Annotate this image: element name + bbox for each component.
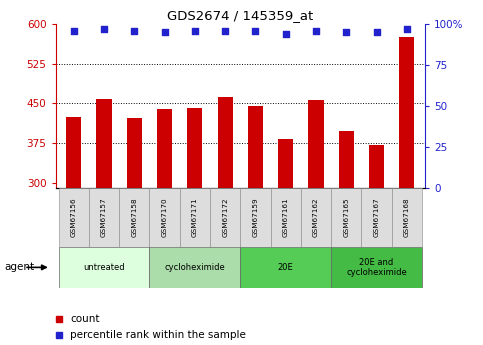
Point (342, 30, 350, 35)
Bar (369, 145, 384, 188)
Bar (58, 188, 89, 247)
Bar (331, 247, 422, 288)
Point (373, 30, 381, 35)
Text: agent: agent (5, 263, 35, 272)
Text: GSM67156: GSM67156 (71, 198, 77, 237)
Bar (58, 247, 149, 288)
Text: untreated: untreated (83, 263, 125, 272)
Text: cycloheximide: cycloheximide (165, 263, 225, 272)
Point (191, 28, 199, 33)
Bar (301, 188, 331, 247)
Text: 20E: 20E (278, 263, 294, 272)
Bar (180, 188, 210, 247)
Point (161, 30, 169, 35)
Point (130, 28, 138, 33)
Text: count: count (71, 314, 100, 324)
Bar (331, 188, 361, 247)
Bar (241, 188, 270, 247)
Text: GSM67167: GSM67167 (373, 198, 380, 237)
Text: GSM67162: GSM67162 (313, 198, 319, 237)
Point (221, 28, 229, 33)
Text: GSM67165: GSM67165 (343, 198, 349, 237)
Bar (392, 188, 422, 247)
Bar (157, 109, 172, 188)
Point (312, 28, 320, 33)
Point (282, 31, 290, 37)
Text: GSM67158: GSM67158 (131, 198, 137, 237)
Bar (339, 131, 354, 188)
Point (403, 26, 411, 32)
Text: GSM67157: GSM67157 (101, 198, 107, 237)
Title: GDS2674 / 145359_at: GDS2674 / 145359_at (167, 9, 313, 22)
Bar (127, 118, 142, 188)
Bar (217, 97, 233, 188)
Text: percentile rank within the sample: percentile rank within the sample (71, 330, 246, 340)
Point (70, 28, 78, 33)
Bar (149, 188, 180, 247)
Text: GSM67161: GSM67161 (283, 198, 289, 237)
Bar (119, 188, 149, 247)
Bar (278, 139, 293, 188)
Text: GSM67172: GSM67172 (222, 198, 228, 237)
Bar (89, 188, 119, 247)
Bar (187, 108, 202, 188)
Point (252, 28, 259, 33)
Bar (66, 117, 81, 188)
Bar (149, 247, 241, 288)
Text: GSM67168: GSM67168 (404, 198, 410, 237)
Bar (241, 247, 331, 288)
Point (100, 26, 108, 32)
Bar (97, 99, 112, 188)
Bar (361, 188, 392, 247)
Text: GSM67171: GSM67171 (192, 198, 198, 237)
Text: GSM67159: GSM67159 (253, 198, 258, 237)
Bar (309, 100, 324, 188)
Bar (248, 106, 263, 188)
Bar (399, 37, 414, 188)
Bar (210, 188, 241, 247)
Bar (270, 188, 301, 247)
Text: GSM67170: GSM67170 (162, 198, 168, 237)
Text: 20E and
cycloheximide: 20E and cycloheximide (346, 258, 407, 277)
